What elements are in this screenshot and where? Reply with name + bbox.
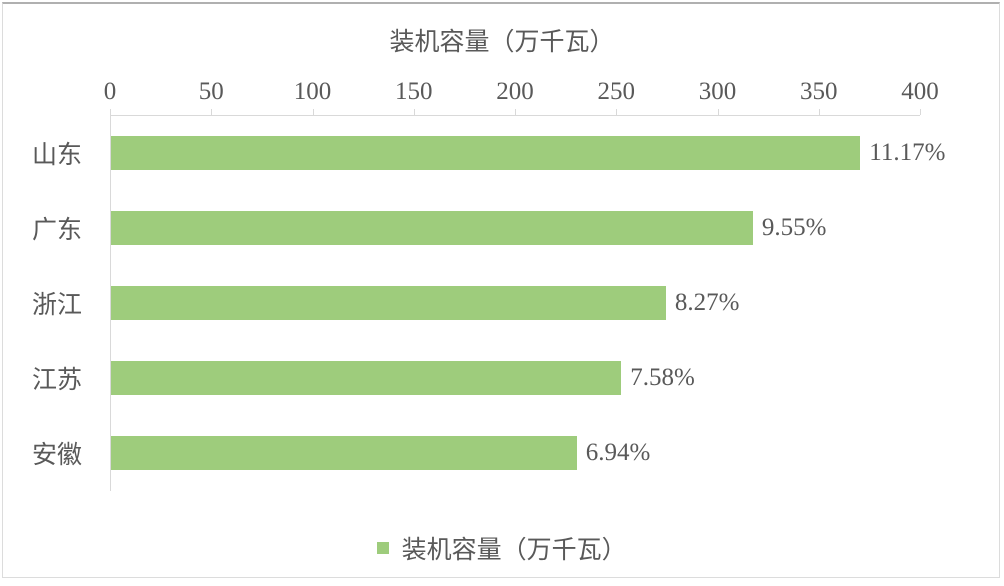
category-label: 浙江	[0, 285, 82, 321]
x-tick-label: 0	[104, 78, 117, 106]
legend: 装机容量（万千瓦）	[0, 530, 1004, 566]
x-tick-label: 50	[199, 78, 224, 106]
x-tick-mark	[920, 109, 921, 115]
category-label: 山东	[0, 135, 82, 171]
x-tick-mark	[110, 109, 111, 115]
x-tick-mark	[718, 109, 719, 115]
x-tick-label: 100	[294, 78, 332, 106]
bar	[111, 436, 577, 470]
x-tick-label: 200	[496, 78, 534, 106]
x-tick-label: 400	[901, 78, 939, 106]
bar	[111, 136, 860, 170]
x-tick-mark	[414, 109, 415, 115]
x-tick-mark	[313, 109, 314, 115]
x-tick-label: 350	[800, 78, 838, 106]
category-label: 安徽	[0, 435, 82, 471]
x-tick-mark	[819, 109, 820, 115]
x-axis-line	[110, 115, 920, 116]
x-tick-mark	[211, 109, 212, 115]
category-label: 江苏	[0, 360, 82, 396]
bar	[111, 361, 621, 395]
legend-label: 装机容量（万千瓦）	[402, 530, 627, 566]
chart-container: 装机容量（万千瓦） 装机容量（万千瓦） 0 50 100 150 200 250 300 35…	[0, 0, 1004, 586]
legend-swatch	[377, 542, 389, 554]
x-tick-label: 150	[395, 78, 433, 106]
x-tick-label: 250	[598, 78, 636, 106]
bar-value-label: 7.58%	[630, 364, 695, 392]
bar-value-label: 6.94%	[586, 439, 651, 467]
category-label: 广东	[0, 210, 82, 246]
bar	[111, 211, 753, 245]
x-tick-label: 300	[699, 78, 737, 106]
chart-title: 装机容量（万千瓦）	[0, 22, 1004, 58]
bar-value-label: 11.17%	[869, 139, 945, 167]
x-tick-mark	[616, 109, 617, 115]
bar	[111, 286, 666, 320]
bar-value-label: 8.27%	[675, 289, 740, 317]
bar-value-label: 9.55%	[762, 214, 827, 242]
plot-area	[110, 115, 920, 491]
x-tick-mark	[515, 109, 516, 115]
